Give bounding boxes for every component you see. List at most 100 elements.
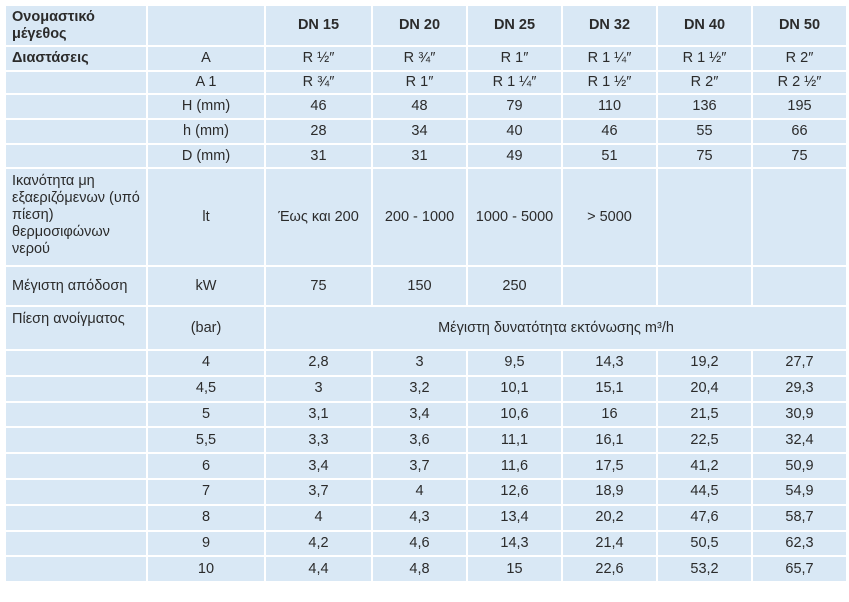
column-header: DN 32: [563, 6, 656, 45]
value-cell: 28: [266, 120, 371, 143]
value-cell: 3: [373, 351, 466, 375]
value-cell: 50,5: [658, 531, 751, 556]
value-cell: 14,3: [468, 531, 561, 556]
unit-cell: A 1: [148, 72, 264, 93]
value-cell: 3,2: [373, 376, 466, 401]
value-cell: 3,1: [266, 402, 371, 427]
value-cell: 46: [563, 120, 656, 143]
value-cell: R 2 ½″: [753, 72, 846, 93]
value-cell: Έως και 200: [266, 169, 371, 265]
value-cell: 31: [266, 145, 371, 167]
value-cell: 3,7: [373, 454, 466, 478]
row-label: Διαστάσεις: [6, 47, 146, 70]
empty-cell: [658, 169, 751, 265]
table-row: 6 3,4 3,7 11,6 17,5 41,2 50,9: [6, 454, 846, 478]
spec-table: Ονομαστικό μέγεθος DN 15 DN 20 DN 25 DN 32 DN…: [4, 4, 848, 583]
value-cell: 3,6: [373, 428, 466, 453]
value-cell: R 1 ¼″: [468, 72, 561, 93]
value-cell: > 5000: [563, 169, 656, 265]
value-cell: 136: [658, 95, 751, 118]
empty-cell: [753, 267, 846, 305]
value-cell: 11,6: [468, 454, 561, 478]
table-row: 7 3,7 4 12,6 18,9 44,5 54,9: [6, 479, 846, 504]
value-cell: 4,8: [373, 557, 466, 582]
table-row: H (mm) 46 48 79 110 136 195: [6, 95, 846, 118]
value-cell: 4: [373, 479, 466, 504]
table-row: Πίεση ανοίγματος (bar) Μέγιστη δυνατότητα …: [6, 307, 846, 349]
unit-cell: H (mm): [148, 95, 264, 118]
value-cell: 20,4: [658, 376, 751, 401]
column-header: DN 25: [468, 6, 561, 45]
table-row: Διαστάσεις A R ½″ R ¾″ R 1″ R 1 ¼″ R 1 ½″ R 2″: [6, 47, 846, 70]
value-cell: 30,9: [753, 402, 846, 427]
value-cell: 46: [266, 95, 371, 118]
value-cell: 17,5: [563, 454, 656, 478]
value-cell: 75: [266, 267, 371, 305]
row-label: Ικανότητα μη εξαεριζόμενων (υπό πίεση) θ…: [6, 169, 146, 265]
value-cell: 9,5: [468, 351, 561, 375]
value-cell: 15: [468, 557, 561, 582]
pressure-cell: 8: [148, 505, 264, 530]
caption-cell: Μέγιστη δυνατότητα εκτόνωσης m³/h: [266, 307, 846, 349]
column-header: DN 15: [266, 6, 371, 45]
value-cell: 4,6: [373, 531, 466, 556]
value-cell: 250: [468, 267, 561, 305]
value-cell: 49: [468, 145, 561, 167]
value-cell: 12,6: [468, 479, 561, 504]
empty-cell: [6, 557, 146, 582]
empty-cell: [6, 454, 146, 478]
value-cell: 40: [468, 120, 561, 143]
empty-cell: [148, 6, 264, 45]
value-cell: 66: [753, 120, 846, 143]
value-cell: R 2″: [658, 72, 751, 93]
table-body: Ονομαστικό μέγεθος DN 15 DN 20 DN 25 DN 32 DN…: [6, 6, 846, 582]
pressure-cell: 6: [148, 454, 264, 478]
value-cell: 41,2: [658, 454, 751, 478]
value-cell: R 1″: [373, 72, 466, 93]
column-header: DN 50: [753, 6, 846, 45]
value-cell: 3: [266, 376, 371, 401]
table-row: Ονομαστικό μέγεθος DN 15 DN 20 DN 25 DN 32 DN…: [6, 6, 846, 45]
empty-cell: [6, 479, 146, 504]
empty-cell: [6, 402, 146, 427]
pressure-cell: 5,5: [148, 428, 264, 453]
value-cell: 4,3: [373, 505, 466, 530]
value-cell: 48: [373, 95, 466, 118]
value-cell: 11,1: [468, 428, 561, 453]
column-header: DN 20: [373, 6, 466, 45]
value-cell: R 1 ¼″: [563, 47, 656, 70]
header-label: Ονομαστικό μέγεθος: [6, 6, 146, 45]
pressure-cell: 7: [148, 479, 264, 504]
table-row: h (mm) 28 34 40 46 55 66: [6, 120, 846, 143]
value-cell: 58,7: [753, 505, 846, 530]
value-cell: R ¾″: [373, 47, 466, 70]
value-cell: R 2″: [753, 47, 846, 70]
value-cell: 44,5: [658, 479, 751, 504]
value-cell: 22,5: [658, 428, 751, 453]
table-row: 5 3,1 3,4 10,6 16 21,5 30,9: [6, 402, 846, 427]
value-cell: 13,4: [468, 505, 561, 530]
value-cell: 29,3: [753, 376, 846, 401]
empty-cell: [6, 376, 146, 401]
value-cell: 27,7: [753, 351, 846, 375]
table-row: 4,5 3 3,2 10,1 15,1 20,4 29,3: [6, 376, 846, 401]
value-cell: 34: [373, 120, 466, 143]
empty-cell: [6, 72, 146, 93]
value-cell: 51: [563, 145, 656, 167]
value-cell: R ¾″: [266, 72, 371, 93]
value-cell: R 1″: [468, 47, 561, 70]
empty-cell: [6, 145, 146, 167]
value-cell: 10,6: [468, 402, 561, 427]
empty-cell: [6, 120, 146, 143]
unit-cell: h (mm): [148, 120, 264, 143]
value-cell: 4: [266, 505, 371, 530]
value-cell: 22,6: [563, 557, 656, 582]
value-cell: 62,3: [753, 531, 846, 556]
value-cell: 14,3: [563, 351, 656, 375]
value-cell: 19,2: [658, 351, 751, 375]
table-row: 10 4,4 4,8 15 22,6 53,2 65,7: [6, 557, 846, 582]
value-cell: 110: [563, 95, 656, 118]
empty-cell: [6, 95, 146, 118]
